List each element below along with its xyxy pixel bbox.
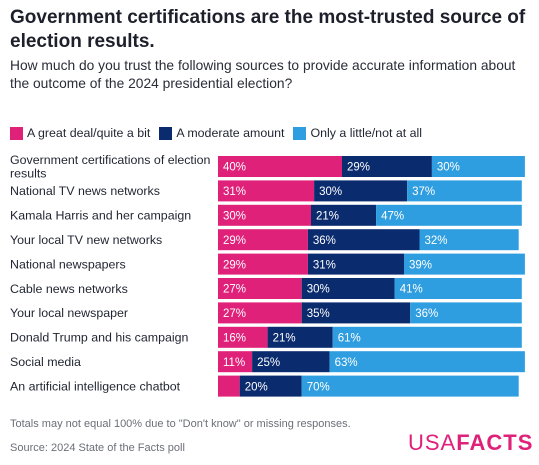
bar-segment-only-a-little-not-at-all-cable-news-networks xyxy=(394,278,522,299)
usafacts-logo: USAFACTS xyxy=(408,430,533,456)
data-label-only-a-little-not-at-all-your-local-newspaper: 36% xyxy=(415,308,438,320)
data-label-only-a-little-not-at-all-an-artificial-intelligence-chatbot: 70% xyxy=(307,381,330,393)
data-label-a-moderate-amount-national-newspapers: 31% xyxy=(313,259,336,271)
bar-segment-a-moderate-amount-an-artificial-intelligence-chatbot xyxy=(239,375,302,397)
bar-segment-a-moderate-amount-donald-trump-and-his-campaign xyxy=(267,326,333,348)
chart-note: Totals may not equal 100% due to "Don't … xyxy=(10,418,351,430)
category-label-national-tv-news-networks: National TV news networks xyxy=(10,184,160,198)
legend-item-moderate: A moderate amount xyxy=(159,126,284,140)
legend-item-great-deal: A great deal/quite a bit xyxy=(10,126,150,140)
chart-legend: A great deal/quite a bit A moderate amou… xyxy=(10,125,431,141)
category-label-your-local-newspaper: Your local newspaper xyxy=(10,306,128,320)
data-label-a-moderate-amount-an-artificial-intelligence-chatbot: 20% xyxy=(245,381,268,393)
bar-segment-a-great-deal-quite-a-bit-national-tv-news-networks xyxy=(218,180,315,202)
bar-segment-only-a-little-not-at-all-national-tv-news-networks xyxy=(407,180,522,202)
legend-item-little: Only a little/not at all xyxy=(293,126,422,140)
chart-subtitle: How much do you trust the following sour… xyxy=(10,58,516,91)
category-label-an-artificial-intelligence-chatbot: An artificial intelligence chatbot xyxy=(10,379,181,393)
legend-swatch-moderate xyxy=(159,126,173,140)
bar-segment-a-moderate-amount-kamala-harris-and-her-campaign xyxy=(311,204,377,226)
logo-usa-text: USA xyxy=(408,430,457,455)
category-label-social-media: Social media xyxy=(10,355,81,369)
bar-segment-a-great-deal-quite-a-bit-government-certifications-of-election-results xyxy=(218,156,342,177)
legend-swatch-little xyxy=(293,126,307,140)
legend-label-little: Only a little/not at all xyxy=(310,126,423,140)
data-label-a-moderate-amount-government-certifications-of-election-results: 29% xyxy=(347,162,370,174)
data-label-a-moderate-amount-your-local-tv-new-networks: 36% xyxy=(313,235,336,247)
data-label-a-moderate-amount-social-media: 25% xyxy=(257,357,280,369)
data-label-a-moderate-amount-donald-trump-and-his-campaign: 21% xyxy=(273,333,296,345)
bar-segment-only-a-little-not-at-all-government-certifications-of-election-results xyxy=(431,156,525,177)
data-label-a-great-deal-quite-a-bit-government-certifications-of-election-results: 40% xyxy=(223,162,246,174)
bar-segment-a-moderate-amount-national-newspapers xyxy=(307,253,404,275)
bar-segment-only-a-little-not-at-all-donald-trump-and-his-campaign xyxy=(332,326,522,348)
data-label-a-great-deal-quite-a-bit-your-local-tv-new-networks: 29% xyxy=(223,235,246,247)
bar-segment-only-a-little-not-at-all-your-local-tv-new-networks xyxy=(419,229,519,251)
bar-segment-a-great-deal-quite-a-bit-cable-news-networks xyxy=(218,278,302,299)
data-label-a-moderate-amount-national-tv-news-networks: 30% xyxy=(319,186,342,198)
category-label-cable-news-networks: Cable news networks xyxy=(10,282,128,296)
data-label-a-moderate-amount-your-local-newspaper: 35% xyxy=(307,308,330,320)
stacked-bar-chart: Government certifications of election res… xyxy=(10,153,525,397)
chart-source: Source: 2024 State of the Facts poll xyxy=(10,442,185,454)
data-label-a-great-deal-quite-a-bit-national-tv-news-networks: 31% xyxy=(223,186,246,198)
bar-segment-a-great-deal-quite-a-bit-social-media xyxy=(218,351,253,373)
bar-segment-only-a-little-not-at-all-kamala-harris-and-her-campaign xyxy=(376,204,522,226)
bar-segment-a-moderate-amount-your-local-newspaper xyxy=(301,302,411,324)
data-label-only-a-little-not-at-all-cable-news-networks: 41% xyxy=(400,284,423,296)
bar-segment-a-great-deal-quite-a-bit-an-artificial-intelligence-chatbot xyxy=(218,375,240,397)
data-label-only-a-little-not-at-all-national-tv-news-networks: 37% xyxy=(412,186,435,198)
data-label-only-a-little-not-at-all-national-newspapers: 39% xyxy=(409,259,432,271)
logo-facts-text: FACTS xyxy=(456,430,534,455)
bar-segment-a-moderate-amount-government-certifications-of-election-results xyxy=(342,156,432,177)
bar-segment-only-a-little-not-at-all-social-media xyxy=(329,351,525,373)
bar-segment-a-great-deal-quite-a-bit-national-newspapers xyxy=(218,253,308,275)
data-label-only-a-little-not-at-all-government-certifications-of-election-results: 30% xyxy=(437,162,460,174)
bar-segment-only-a-little-not-at-all-national-newspapers xyxy=(404,253,525,275)
data-label-only-a-little-not-at-all-your-local-tv-new-networks: 32% xyxy=(425,235,448,247)
data-label-only-a-little-not-at-all-donald-trump-and-his-campaign: 61% xyxy=(338,333,361,345)
legend-swatch-great-deal xyxy=(10,126,23,140)
data-label-a-great-deal-quite-a-bit-your-local-newspaper: 27% xyxy=(223,308,246,320)
data-label-a-great-deal-quite-a-bit-social-media: 11% xyxy=(223,357,245,369)
data-label-only-a-little-not-at-all-social-media: 63% xyxy=(335,357,358,369)
legend-label-moderate: A moderate amount xyxy=(176,126,285,140)
category-label-kamala-harris-and-her-campaign: Kamala Harris and her campaign xyxy=(10,209,191,223)
bar-segment-a-moderate-amount-your-local-tv-new-networks xyxy=(307,229,420,251)
bar-segment-only-a-little-not-at-all-an-artificial-intelligence-chatbot xyxy=(301,375,519,397)
bar-segment-a-moderate-amount-cable-news-networks xyxy=(301,278,395,299)
data-label-a-great-deal-quite-a-bit-donald-trump-and-his-campaign: 16% xyxy=(223,333,246,345)
data-label-only-a-little-not-at-all-kamala-harris-and-her-campaign: 47% xyxy=(381,211,404,223)
data-label-a-great-deal-quite-a-bit-national-newspapers: 29% xyxy=(223,259,246,271)
bar-segment-a-great-deal-quite-a-bit-your-local-tv-new-networks xyxy=(218,229,308,251)
data-label-a-moderate-amount-cable-news-networks: 30% xyxy=(307,284,330,296)
bar-segment-a-moderate-amount-national-tv-news-networks xyxy=(314,180,408,202)
bar-segment-a-great-deal-quite-a-bit-your-local-newspaper xyxy=(218,302,302,324)
category-label-your-local-tv-new-networks: Your local TV new networks xyxy=(10,233,162,247)
category-label-donald-trump-and-his-campaign: Donald Trump and his campaign xyxy=(10,331,188,345)
data-label-a-great-deal-quite-a-bit-cable-news-networks: 27% xyxy=(223,284,246,296)
legend-label-great-deal: A great deal/quite a bit xyxy=(27,126,151,140)
bar-segment-a-great-deal-quite-a-bit-donald-trump-and-his-campaign xyxy=(218,326,268,348)
data-label-a-moderate-amount-kamala-harris-and-her-campaign: 21% xyxy=(316,211,339,223)
data-label-a-great-deal-quite-a-bit-kamala-harris-and-her-campaign: 30% xyxy=(223,211,246,223)
chart-title: Government certifications are the most-t… xyxy=(10,7,526,52)
category-label-national-newspapers: National newspapers xyxy=(10,257,126,271)
category-label-government-certifications-of-election-results: Government certifications of election res… xyxy=(10,153,211,181)
bar-segment-only-a-little-not-at-all-your-local-newspaper xyxy=(410,302,522,324)
bar-segment-a-great-deal-quite-a-bit-kamala-harris-and-her-campaign xyxy=(218,204,311,226)
bar-segment-a-moderate-amount-social-media xyxy=(252,351,330,373)
